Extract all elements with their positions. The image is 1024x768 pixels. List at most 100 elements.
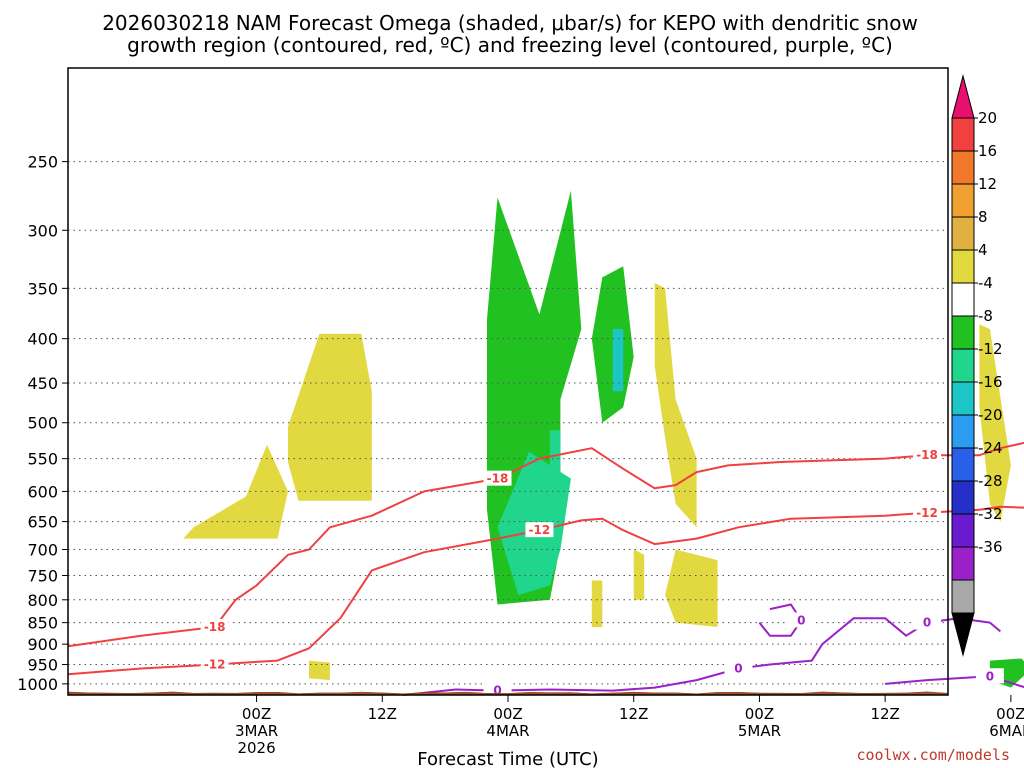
colorbar-segment-3 xyxy=(951,183,975,218)
ytick-label-400: 400 xyxy=(27,330,58,349)
xtick-label-6-0: 00Z xyxy=(996,705,1024,723)
omega-region-8 xyxy=(665,549,718,627)
dgz-label-bg-1-1 xyxy=(525,522,554,538)
xtick-label-0-2: 2026 xyxy=(237,739,275,757)
omega-region-7 xyxy=(654,282,697,528)
colorbar-label-1: 16 xyxy=(978,142,997,160)
colorbar-segment-4 xyxy=(951,216,975,251)
dgz-label-0-1: -18 xyxy=(487,472,509,486)
y-axis-ticks: 250 300 350 400 450 500 550 600 650 700 750 800 850 9… xyxy=(17,153,68,694)
ytick-label-650: 650 xyxy=(27,513,58,532)
xtick-label-5-0: 12Z xyxy=(870,705,899,723)
omega-region-0 xyxy=(183,444,288,539)
colorbar-segment-5 xyxy=(951,249,975,284)
xtick-label-2-1: 4MAR xyxy=(486,722,529,740)
colorbar: 20 16 12 8 4 -4 -8 -12 -16 -20 -24 -28 -32 -36 xyxy=(951,74,1003,657)
colorbar-label-8: -16 xyxy=(978,373,1003,391)
colorbar-label-11: -28 xyxy=(978,472,1003,490)
ytick-label-500: 500 xyxy=(27,414,58,433)
colorbar-label-3: 8 xyxy=(978,208,988,226)
freezing-label-bg-0-2 xyxy=(913,614,942,630)
terrain-band xyxy=(67,691,949,696)
ytick-label-250: 250 xyxy=(27,153,58,172)
freezing-label-bg-2-0 xyxy=(975,668,1004,684)
ytick-label-350: 350 xyxy=(27,279,58,298)
ytick-label-800: 800 xyxy=(27,591,58,610)
xtick-label-0-1: 3MAR xyxy=(235,722,278,740)
colorbar-segment-2 xyxy=(951,150,975,185)
freezing-label-0-1: 0 xyxy=(734,661,742,675)
colorbar-segment-13 xyxy=(951,513,975,548)
xtick-label-4-0: 00Z xyxy=(745,705,774,723)
ytick-label-700: 700 xyxy=(27,540,58,559)
colorbar-label-12: -32 xyxy=(978,505,1003,523)
xtick-label-3-0: 12Z xyxy=(619,705,648,723)
ytick-label-600: 600 xyxy=(27,482,58,501)
dgz-label-bg-0-0 xyxy=(200,619,229,635)
dgz-label-0-2: -18 xyxy=(916,448,938,462)
colorbar-label-2: 12 xyxy=(978,175,997,193)
xtick-label-2-0: 00Z xyxy=(493,705,522,723)
colorbar-segment-7 xyxy=(951,315,975,350)
freezing-label-1-0: 0 xyxy=(797,613,805,627)
xtick-label-4-1: 5MAR xyxy=(738,722,781,740)
ytick-label-300: 300 xyxy=(27,221,58,240)
freezing-label-bg-1-0 xyxy=(787,612,816,628)
dgz-label-1-2: -12 xyxy=(916,506,938,520)
freezing-label-0-0: 0 xyxy=(493,684,501,698)
chart-title-line-1: 2026030218 NAM Forecast Omega (shaded, μ… xyxy=(102,11,918,35)
colorbar-label-7: -12 xyxy=(978,340,1003,358)
colorbar-segment-15 xyxy=(951,579,975,614)
colorbar-segment-11 xyxy=(951,447,975,482)
x-axis-title: Forecast Time (UTC) xyxy=(417,749,598,768)
freezing-contour-1 xyxy=(758,603,803,637)
colorbar-bottom-arrow xyxy=(951,612,975,657)
xtick-label-1-0: 12Z xyxy=(368,705,397,723)
omega-region-3 xyxy=(591,266,634,423)
omega-region-1 xyxy=(288,333,372,501)
colorbar-segment-9 xyxy=(951,381,975,416)
colorbar-label-10: -24 xyxy=(978,439,1003,457)
colorbar-segment-6 xyxy=(951,282,975,317)
omega-region-5 xyxy=(549,430,561,486)
dgz-label-bg-0-2 xyxy=(913,447,942,463)
xtick-label-0-0: 00Z xyxy=(242,705,271,723)
colorbar-label-9: -20 xyxy=(978,406,1003,424)
contour-layer: -18 -18 -18 -12 -12 -12 0 0 0 0 0 xyxy=(67,441,1024,698)
ytick-label-550: 550 xyxy=(27,450,58,469)
colorbar-segment-12 xyxy=(951,480,975,515)
xtick-label-6-1: 6MAR xyxy=(989,722,1024,740)
omega-shading-layer xyxy=(183,190,1024,688)
ytick-label-850: 850 xyxy=(27,614,58,633)
credit-text: coolwx.com/models xyxy=(856,746,1010,764)
colorbar-label-0: 20 xyxy=(978,109,997,127)
ytick-label-950: 950 xyxy=(27,656,58,675)
colorbar-label-6: -8 xyxy=(978,307,993,325)
dgz-label-1-0: -12 xyxy=(204,658,226,672)
colorbar-label-13: -36 xyxy=(978,538,1003,556)
colorbar-segment-1 xyxy=(951,117,975,152)
colorbar-segment-8 xyxy=(951,348,975,383)
colorbar-label-4: 4 xyxy=(978,241,988,259)
colorbar-top-arrow xyxy=(951,74,975,119)
ytick-label-450: 450 xyxy=(27,374,58,393)
colorbar-segment-10 xyxy=(951,414,975,449)
colorbar-segment-14 xyxy=(951,546,975,581)
ytick-label-750: 750 xyxy=(27,566,58,585)
omega-region-9 xyxy=(633,549,645,600)
freezing-label-bg-0-1 xyxy=(724,660,753,676)
dgz-label-0-0: -18 xyxy=(204,620,226,634)
dgz-label-bg-1-0 xyxy=(200,656,229,672)
colorbar-label-5: -4 xyxy=(978,274,993,292)
dgz-label-1-1: -12 xyxy=(529,523,551,537)
dgz-label-bg-0-1 xyxy=(483,470,512,486)
freezing-label-0-2: 0 xyxy=(923,616,931,630)
ytick-label-900: 900 xyxy=(27,635,58,654)
terrain-layer xyxy=(67,691,949,696)
freezing-label-2-0: 0 xyxy=(986,669,994,683)
omega-region-12 xyxy=(309,660,330,681)
omega-region-6 xyxy=(612,329,624,392)
dgz-contour-1 xyxy=(67,505,1024,676)
